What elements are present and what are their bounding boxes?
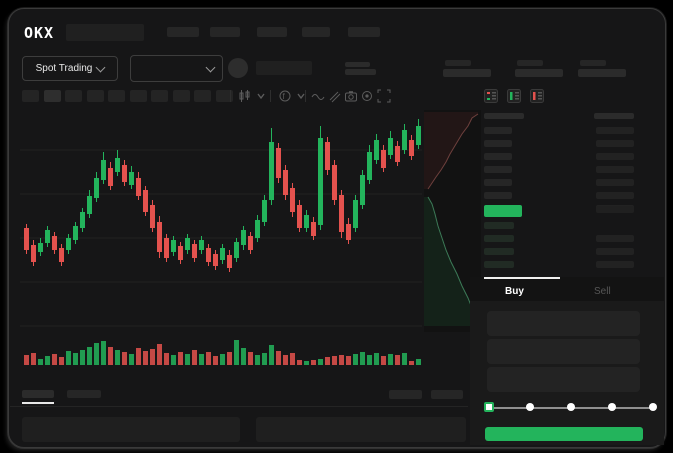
orderbook-row-bar[interactable] bbox=[484, 222, 514, 229]
price-label-placeholder bbox=[345, 62, 370, 67]
svg-text:f: f bbox=[283, 92, 286, 101]
timeframe-button[interactable] bbox=[22, 90, 39, 102]
active-tab-indicator bbox=[484, 277, 560, 279]
chevron-down-icon[interactable] bbox=[296, 89, 306, 103]
indicators-icon[interactable]: f bbox=[278, 89, 292, 103]
orderbook-row-bar[interactable] bbox=[596, 192, 634, 199]
market-type-label: Spot Trading bbox=[35, 63, 93, 74]
timeframe-button[interactable] bbox=[108, 90, 125, 102]
orderbook-row-bar[interactable] bbox=[596, 261, 634, 268]
bottom-tab[interactable] bbox=[67, 390, 101, 398]
orderbook-both-icon[interactable] bbox=[484, 89, 498, 103]
orderbook-row-bar[interactable] bbox=[484, 179, 512, 186]
timeframe-button[interactable] bbox=[172, 90, 190, 102]
stat-label-placeholder bbox=[517, 60, 543, 66]
timeframe-button[interactable] bbox=[65, 90, 82, 102]
orderbook-asks-icon[interactable] bbox=[530, 89, 544, 103]
bottom-tab-indicator bbox=[22, 402, 54, 404]
tab-sell[interactable]: Sell bbox=[594, 286, 611, 297]
timeframe-button[interactable] bbox=[215, 90, 233, 102]
bottom-action-button[interactable] bbox=[389, 390, 422, 399]
orderbook-bids-icon[interactable] bbox=[507, 89, 521, 103]
orderbook-row-bar[interactable] bbox=[484, 248, 514, 255]
settings-icon[interactable] bbox=[360, 89, 374, 103]
slider-stop[interactable] bbox=[567, 403, 575, 411]
stat-value-placeholder bbox=[443, 69, 491, 77]
coin-avatar bbox=[228, 58, 248, 78]
camera-icon[interactable] bbox=[344, 89, 358, 103]
chevron-down-icon[interactable] bbox=[256, 89, 266, 103]
bottom-action-button[interactable] bbox=[431, 390, 463, 399]
orderbook-row-bar[interactable] bbox=[484, 166, 512, 173]
orderbook-row-bar[interactable] bbox=[484, 140, 512, 147]
timeframe-button[interactable] bbox=[194, 90, 211, 102]
orderbook-row-bar[interactable] bbox=[484, 235, 514, 242]
orderbook-row-bar[interactable] bbox=[484, 153, 512, 160]
orderbook-row-bar[interactable] bbox=[596, 153, 634, 160]
orderbook-amount-bar bbox=[596, 206, 634, 213]
bottom-divider bbox=[10, 406, 468, 407]
candle-style-icon[interactable] bbox=[238, 89, 252, 103]
nav-item[interactable] bbox=[257, 27, 287, 37]
toolbar-divider bbox=[270, 90, 271, 102]
open-orders-placeholder bbox=[22, 417, 240, 442]
market-type-dropdown[interactable]: Spot Trading bbox=[22, 56, 118, 81]
timeframe-button[interactable] bbox=[151, 90, 168, 102]
orderbook-row-bar[interactable] bbox=[596, 140, 634, 147]
slider-stop[interactable] bbox=[526, 403, 534, 411]
orderbook-amount-header-placeholder bbox=[594, 113, 634, 119]
orderbook-row-bar[interactable] bbox=[596, 179, 634, 186]
okx-logo: OKX bbox=[24, 24, 55, 42]
orderbook-row-bar[interactable] bbox=[484, 127, 512, 134]
price-input[interactable] bbox=[487, 311, 640, 336]
nav-item[interactable] bbox=[348, 27, 380, 37]
nav-item[interactable] bbox=[167, 27, 199, 37]
slider-stop[interactable] bbox=[649, 403, 657, 411]
tab-buy[interactable]: Buy bbox=[505, 286, 524, 297]
bottom-tab-active[interactable] bbox=[22, 390, 54, 398]
pair-name-placeholder bbox=[256, 61, 312, 75]
timeframe-button[interactable] bbox=[43, 90, 61, 102]
trade-tabs-bar bbox=[470, 277, 664, 301]
stat-label-placeholder bbox=[580, 60, 606, 66]
nav-item[interactable] bbox=[302, 27, 330, 37]
orderbook-price-header-placeholder bbox=[484, 113, 524, 119]
orderbook-row-bar[interactable] bbox=[484, 192, 512, 199]
slider-handle[interactable] bbox=[484, 402, 494, 412]
total-input[interactable] bbox=[487, 367, 640, 392]
stat-value-placeholder bbox=[515, 69, 563, 77]
orderbook-row-bar[interactable] bbox=[596, 127, 634, 134]
draw-tool-icon[interactable] bbox=[327, 89, 341, 103]
amount-input[interactable] bbox=[487, 339, 640, 364]
orderbook-row-bar[interactable] bbox=[596, 166, 634, 173]
slider-stop[interactable] bbox=[608, 403, 616, 411]
orderbook-row-bar[interactable] bbox=[596, 235, 634, 242]
nav-item[interactable] bbox=[210, 27, 240, 37]
toolbar-divider bbox=[230, 90, 231, 102]
header-title-placeholder bbox=[66, 24, 144, 41]
orderbook-row-bar[interactable] bbox=[484, 261, 514, 268]
timeframe-button[interactable] bbox=[86, 90, 104, 102]
stat-label-placeholder bbox=[445, 60, 471, 66]
toolbar-divider bbox=[305, 90, 306, 102]
price-value-placeholder bbox=[345, 69, 376, 75]
order-history-placeholder bbox=[256, 417, 466, 442]
timeframe-button[interactable] bbox=[129, 90, 147, 102]
orderbook-row-bar[interactable] bbox=[596, 248, 634, 255]
pair-select[interactable] bbox=[130, 55, 223, 82]
last-price-badge[interactable] bbox=[484, 205, 522, 217]
fullscreen-icon[interactable] bbox=[377, 89, 391, 103]
stat-value-placeholder bbox=[578, 69, 626, 77]
line-tool-icon[interactable] bbox=[311, 89, 325, 103]
buy-submit-button[interactable] bbox=[485, 427, 643, 441]
